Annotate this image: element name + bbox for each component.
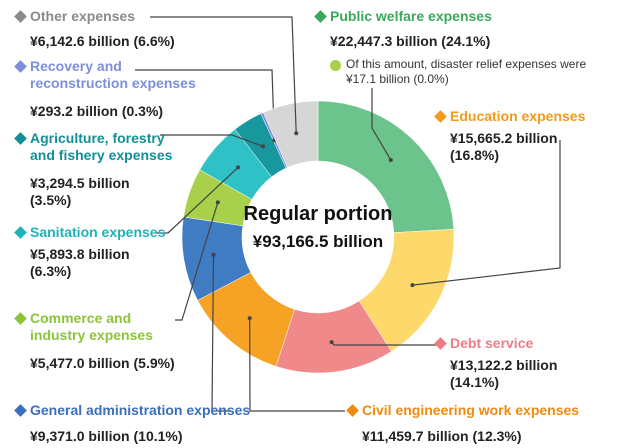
- value-label: ¥293.2 billion (0.3%): [30, 103, 164, 119]
- leader-line: [150, 16, 297, 134]
- value-label: ¥15,665.2 billion (16.8%): [450, 130, 558, 163]
- leader-dot: [261, 144, 266, 149]
- value-label: ¥9,371.0 billion (10.1%): [30, 428, 183, 444]
- leader-dot: [329, 340, 334, 345]
- category-label: Education expenses: [450, 108, 586, 124]
- category-label: Civil engineering work expenses: [362, 402, 580, 418]
- leader-line: [371, 88, 392, 161]
- value-label: ¥5,477.0 billion (5.9%): [30, 355, 175, 371]
- value-label: ¥11,459.7 billion (12.3%): [362, 428, 522, 444]
- value-label: ¥6,142.6 billion (6.6%): [30, 33, 175, 49]
- category-label: General administration expenses: [30, 402, 251, 418]
- donut-slice: [317, 100, 455, 233]
- donut-hole: [243, 162, 393, 312]
- value-label: ¥3,294.5 billion (3.5%): [30, 175, 130, 208]
- annotation-dot: [330, 60, 341, 71]
- leader-dot: [410, 283, 415, 288]
- value-label: ¥5,893.8 billion (6.3%): [30, 246, 130, 279]
- value-label: ¥22,447.3 billion (24.1%): [330, 33, 491, 49]
- leader-dot: [215, 200, 220, 205]
- category-label: Commerce and industry expenses: [30, 310, 153, 343]
- leader-line: [211, 254, 230, 412]
- center-label: ¥93,166.5 billion: [252, 232, 384, 251]
- leader-line: [412, 140, 561, 286]
- annotation-line: Of this amount, disaster relief expenses…: [346, 57, 587, 71]
- category-label: Debt service: [450, 335, 534, 351]
- category-label: Agriculture, forestry and fishery expens…: [30, 130, 173, 163]
- category-label: Recovery and reconstruction expenses: [30, 58, 196, 91]
- leader-line: [175, 202, 219, 321]
- category-label: Other expenses: [30, 8, 136, 24]
- value-label: ¥13,122.2 billion (14.1%): [450, 357, 558, 390]
- leader-line: [160, 134, 264, 147]
- leader-dot: [247, 316, 252, 321]
- leader-dot: [236, 165, 241, 170]
- category-label: Sanitation expenses: [30, 224, 166, 240]
- category-label: Public welfare expenses: [330, 8, 492, 24]
- leader-dot: [388, 157, 393, 162]
- leader-dot: [211, 252, 216, 257]
- leader-dot: [294, 131, 299, 136]
- leader-line: [249, 318, 345, 412]
- center-title: Regular portion: [243, 203, 393, 225]
- annotation-line: ¥17.1 billion (0.0%): [346, 72, 449, 86]
- leader-line: [155, 166, 239, 234]
- donut-slice: [262, 100, 319, 168]
